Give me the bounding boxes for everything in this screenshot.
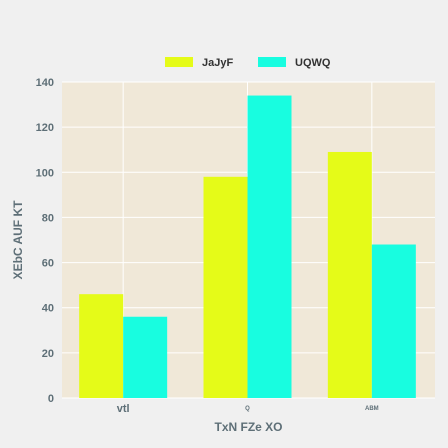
x-axis-label: TxN FZe XO bbox=[214, 420, 282, 434]
legend-label: JaJyF bbox=[202, 57, 233, 69]
legend-swatch bbox=[165, 57, 193, 67]
y-tick-label: 20 bbox=[42, 348, 54, 360]
bar-UQWQ-ABM[interactable] bbox=[371, 244, 416, 398]
bar-UQWQ-vtl[interactable] bbox=[123, 316, 168, 398]
legend[interactable]: JaJyF UQWQ bbox=[165, 57, 331, 69]
x-tick-labels: vtl Q ABM bbox=[117, 403, 379, 415]
x-tick-label: ABM bbox=[365, 406, 379, 412]
bar-JaJyF-Q[interactable] bbox=[203, 176, 248, 398]
y-axis-label: XEbC AUF KT bbox=[11, 200, 25, 280]
legend-swatch bbox=[258, 57, 286, 67]
y-tick-label: 140 bbox=[36, 77, 54, 89]
bar-UQWQ-Q[interactable] bbox=[247, 95, 292, 399]
y-tick-label: 100 bbox=[36, 167, 54, 179]
y-tick-labels: 0 20 40 60 80 100 120 140 bbox=[36, 77, 54, 405]
y-tick-label: 120 bbox=[36, 122, 54, 134]
y-tick-label: 0 bbox=[48, 393, 54, 405]
legend-item-JaJyF[interactable]: JaJyF bbox=[165, 57, 233, 69]
legend-label: UQWQ bbox=[295, 57, 331, 69]
bar-JaJyF-vtl[interactable] bbox=[79, 294, 124, 398]
x-tick-label: Q bbox=[245, 406, 250, 412]
bar-layer bbox=[79, 95, 416, 399]
legend-item-UQWQ[interactable]: UQWQ bbox=[258, 57, 331, 69]
bar-JaJyF-ABM[interactable] bbox=[327, 151, 372, 398]
y-tick-label: 60 bbox=[42, 258, 54, 270]
x-tick-label: vtl bbox=[117, 403, 130, 415]
y-tick-label: 40 bbox=[42, 303, 54, 315]
y-tick-label: 80 bbox=[42, 212, 54, 224]
